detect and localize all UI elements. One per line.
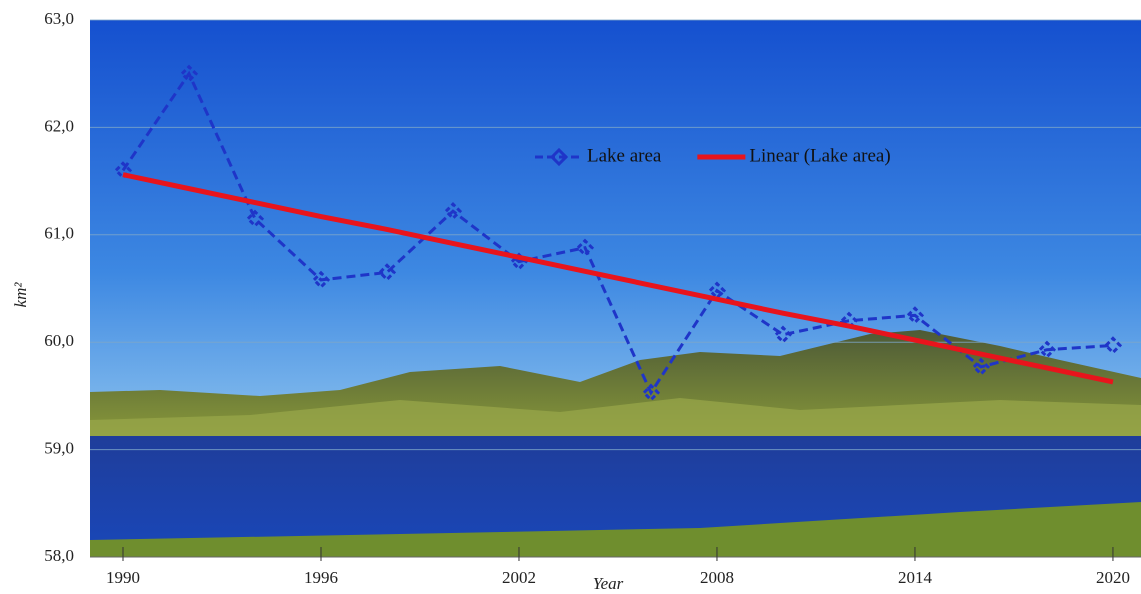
x-tick-label: 1996 (304, 568, 338, 587)
x-tick-label: 2020 (1096, 568, 1130, 587)
x-axis-label: Year (593, 574, 624, 593)
y-tick-label: 58,0 (44, 546, 74, 565)
x-tick-label: 2008 (700, 568, 734, 587)
x-tick-label: 1990 (106, 568, 140, 587)
x-tick-label: 2014 (898, 568, 933, 587)
y-tick-label: 61,0 (44, 224, 74, 243)
background-photo (90, 20, 1141, 557)
y-axis-label: km² (11, 282, 30, 308)
chart: km² Year 58,0 59,0 60,0 61,0 62,0 63,0 1990 199… (0, 0, 1141, 594)
y-tick-label: 60,0 (44, 331, 74, 350)
y-tick-label: 63,0 (44, 9, 74, 28)
page: {"chart_data": { "type": "line", "x_labe… (0, 0, 1141, 594)
x-tick-label: 2002 (502, 568, 536, 587)
legend-label: Lake area (587, 145, 662, 166)
legend-label: Linear (Lake area) (749, 145, 890, 166)
y-tick-label: 62,0 (44, 116, 74, 135)
y-tick-label: 59,0 (44, 439, 74, 458)
